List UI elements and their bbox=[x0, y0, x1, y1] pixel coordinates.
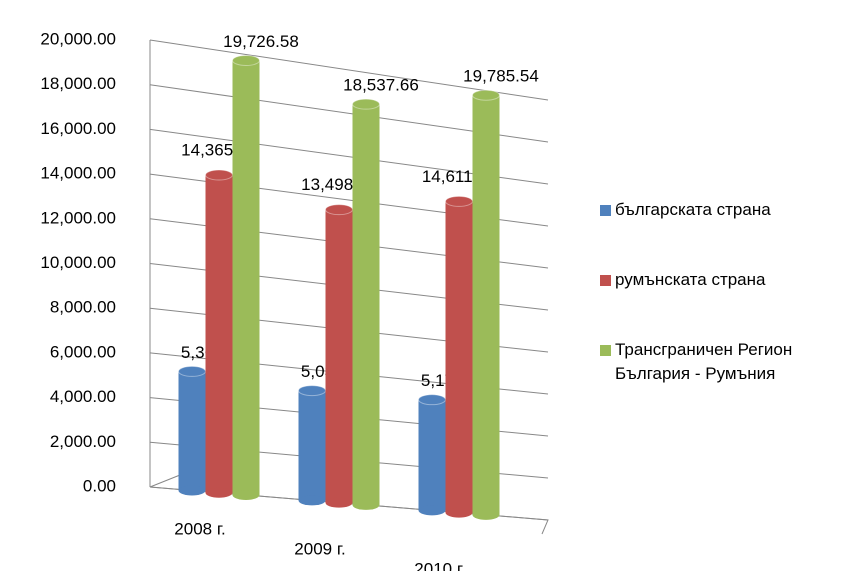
cylinder bbox=[418, 394, 446, 516]
cylinder bbox=[445, 195, 473, 518]
y-tick-label: 8,000.00 bbox=[50, 298, 116, 317]
legend-label: румънската страна bbox=[615, 270, 766, 289]
y-tick-label: 0.00 bbox=[83, 476, 116, 495]
bar-top bbox=[418, 394, 446, 406]
y-tick-label: 20,000.00 bbox=[40, 29, 116, 48]
bar-shade bbox=[325, 209, 353, 503]
legend-swatch bbox=[600, 275, 611, 286]
legend-label: Трансграничен Регион България - Румъния bbox=[615, 340, 793, 383]
bar-shade bbox=[472, 513, 500, 515]
cylinder bbox=[232, 54, 260, 500]
legend-item: българската страна bbox=[600, 198, 850, 222]
y-tick-label: 12,000.00 bbox=[40, 208, 116, 227]
x-tick-label: 2008 г. bbox=[174, 519, 225, 538]
cylinder bbox=[325, 204, 353, 508]
bar-shade bbox=[205, 175, 233, 493]
legend-label: българската страна bbox=[615, 200, 771, 219]
floor-edge bbox=[149, 474, 181, 488]
bar-shade bbox=[232, 60, 260, 495]
cylinder bbox=[205, 169, 233, 498]
legend: българската страна румънската страна Транс… bbox=[600, 198, 850, 432]
y-tick-label: 10,000.00 bbox=[40, 253, 116, 272]
bar-shade bbox=[418, 509, 446, 511]
bar-shade bbox=[352, 503, 380, 505]
legend-item: Трансграничен Регион България - Румъния bbox=[600, 338, 850, 386]
y-tick-label: 6,000.00 bbox=[50, 342, 116, 361]
y-tick-label: 4,000.00 bbox=[50, 387, 116, 406]
y-tick-label: 16,000.00 bbox=[40, 119, 116, 138]
bar-shade bbox=[445, 201, 473, 513]
y-tick-label: 18,000.00 bbox=[40, 74, 116, 93]
cylinder bbox=[298, 385, 326, 506]
bar-shade bbox=[178, 371, 206, 491]
cylinder bbox=[178, 365, 206, 496]
data-label: 19,726.58 bbox=[223, 32, 299, 51]
bar-shade bbox=[325, 501, 353, 503]
bar-shade bbox=[472, 95, 500, 515]
x-tick-label: 2010 г. bbox=[414, 559, 465, 571]
bar-top bbox=[178, 365, 206, 377]
bar-top bbox=[445, 195, 473, 207]
cylinder bbox=[472, 89, 500, 520]
legend-item: румънската страна bbox=[600, 268, 850, 292]
data-label: 19,785.54 bbox=[463, 67, 539, 86]
y-tick-label: 14,000.00 bbox=[40, 164, 116, 183]
bar-shade bbox=[232, 493, 260, 495]
bar-shade bbox=[445, 511, 473, 513]
bar-top bbox=[232, 54, 260, 66]
legend-swatch bbox=[600, 345, 611, 356]
y-tick-label: 2,000.00 bbox=[50, 432, 116, 451]
data-label: 18,537.66 bbox=[343, 76, 419, 95]
bar-top bbox=[205, 169, 233, 181]
bar-top bbox=[352, 98, 380, 110]
bar-shade bbox=[298, 499, 326, 501]
grid-line bbox=[149, 39, 549, 101]
bar-shade bbox=[178, 489, 206, 491]
bar-top bbox=[298, 385, 326, 397]
bar-shade bbox=[418, 399, 446, 511]
bar-shade bbox=[298, 390, 326, 501]
bar-top bbox=[325, 204, 353, 216]
legend-swatch bbox=[600, 205, 611, 216]
cylinder bbox=[352, 98, 380, 510]
bar-shade bbox=[205, 491, 233, 493]
bar-shade bbox=[352, 104, 380, 505]
x-tick-label: 2009 г. bbox=[294, 539, 345, 558]
bar-top bbox=[472, 89, 500, 101]
